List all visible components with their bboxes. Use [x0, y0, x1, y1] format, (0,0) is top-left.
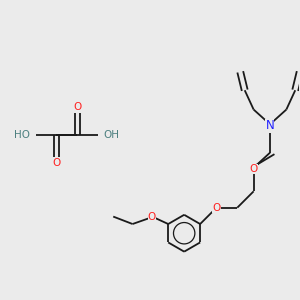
Text: OH: OH — [103, 130, 119, 140]
Text: O: O — [148, 212, 156, 222]
Text: O: O — [52, 158, 61, 168]
Text: O: O — [250, 164, 258, 174]
Text: HO: HO — [14, 130, 30, 140]
Text: N: N — [266, 119, 274, 132]
Text: O: O — [212, 203, 220, 213]
Text: O: O — [73, 103, 81, 112]
